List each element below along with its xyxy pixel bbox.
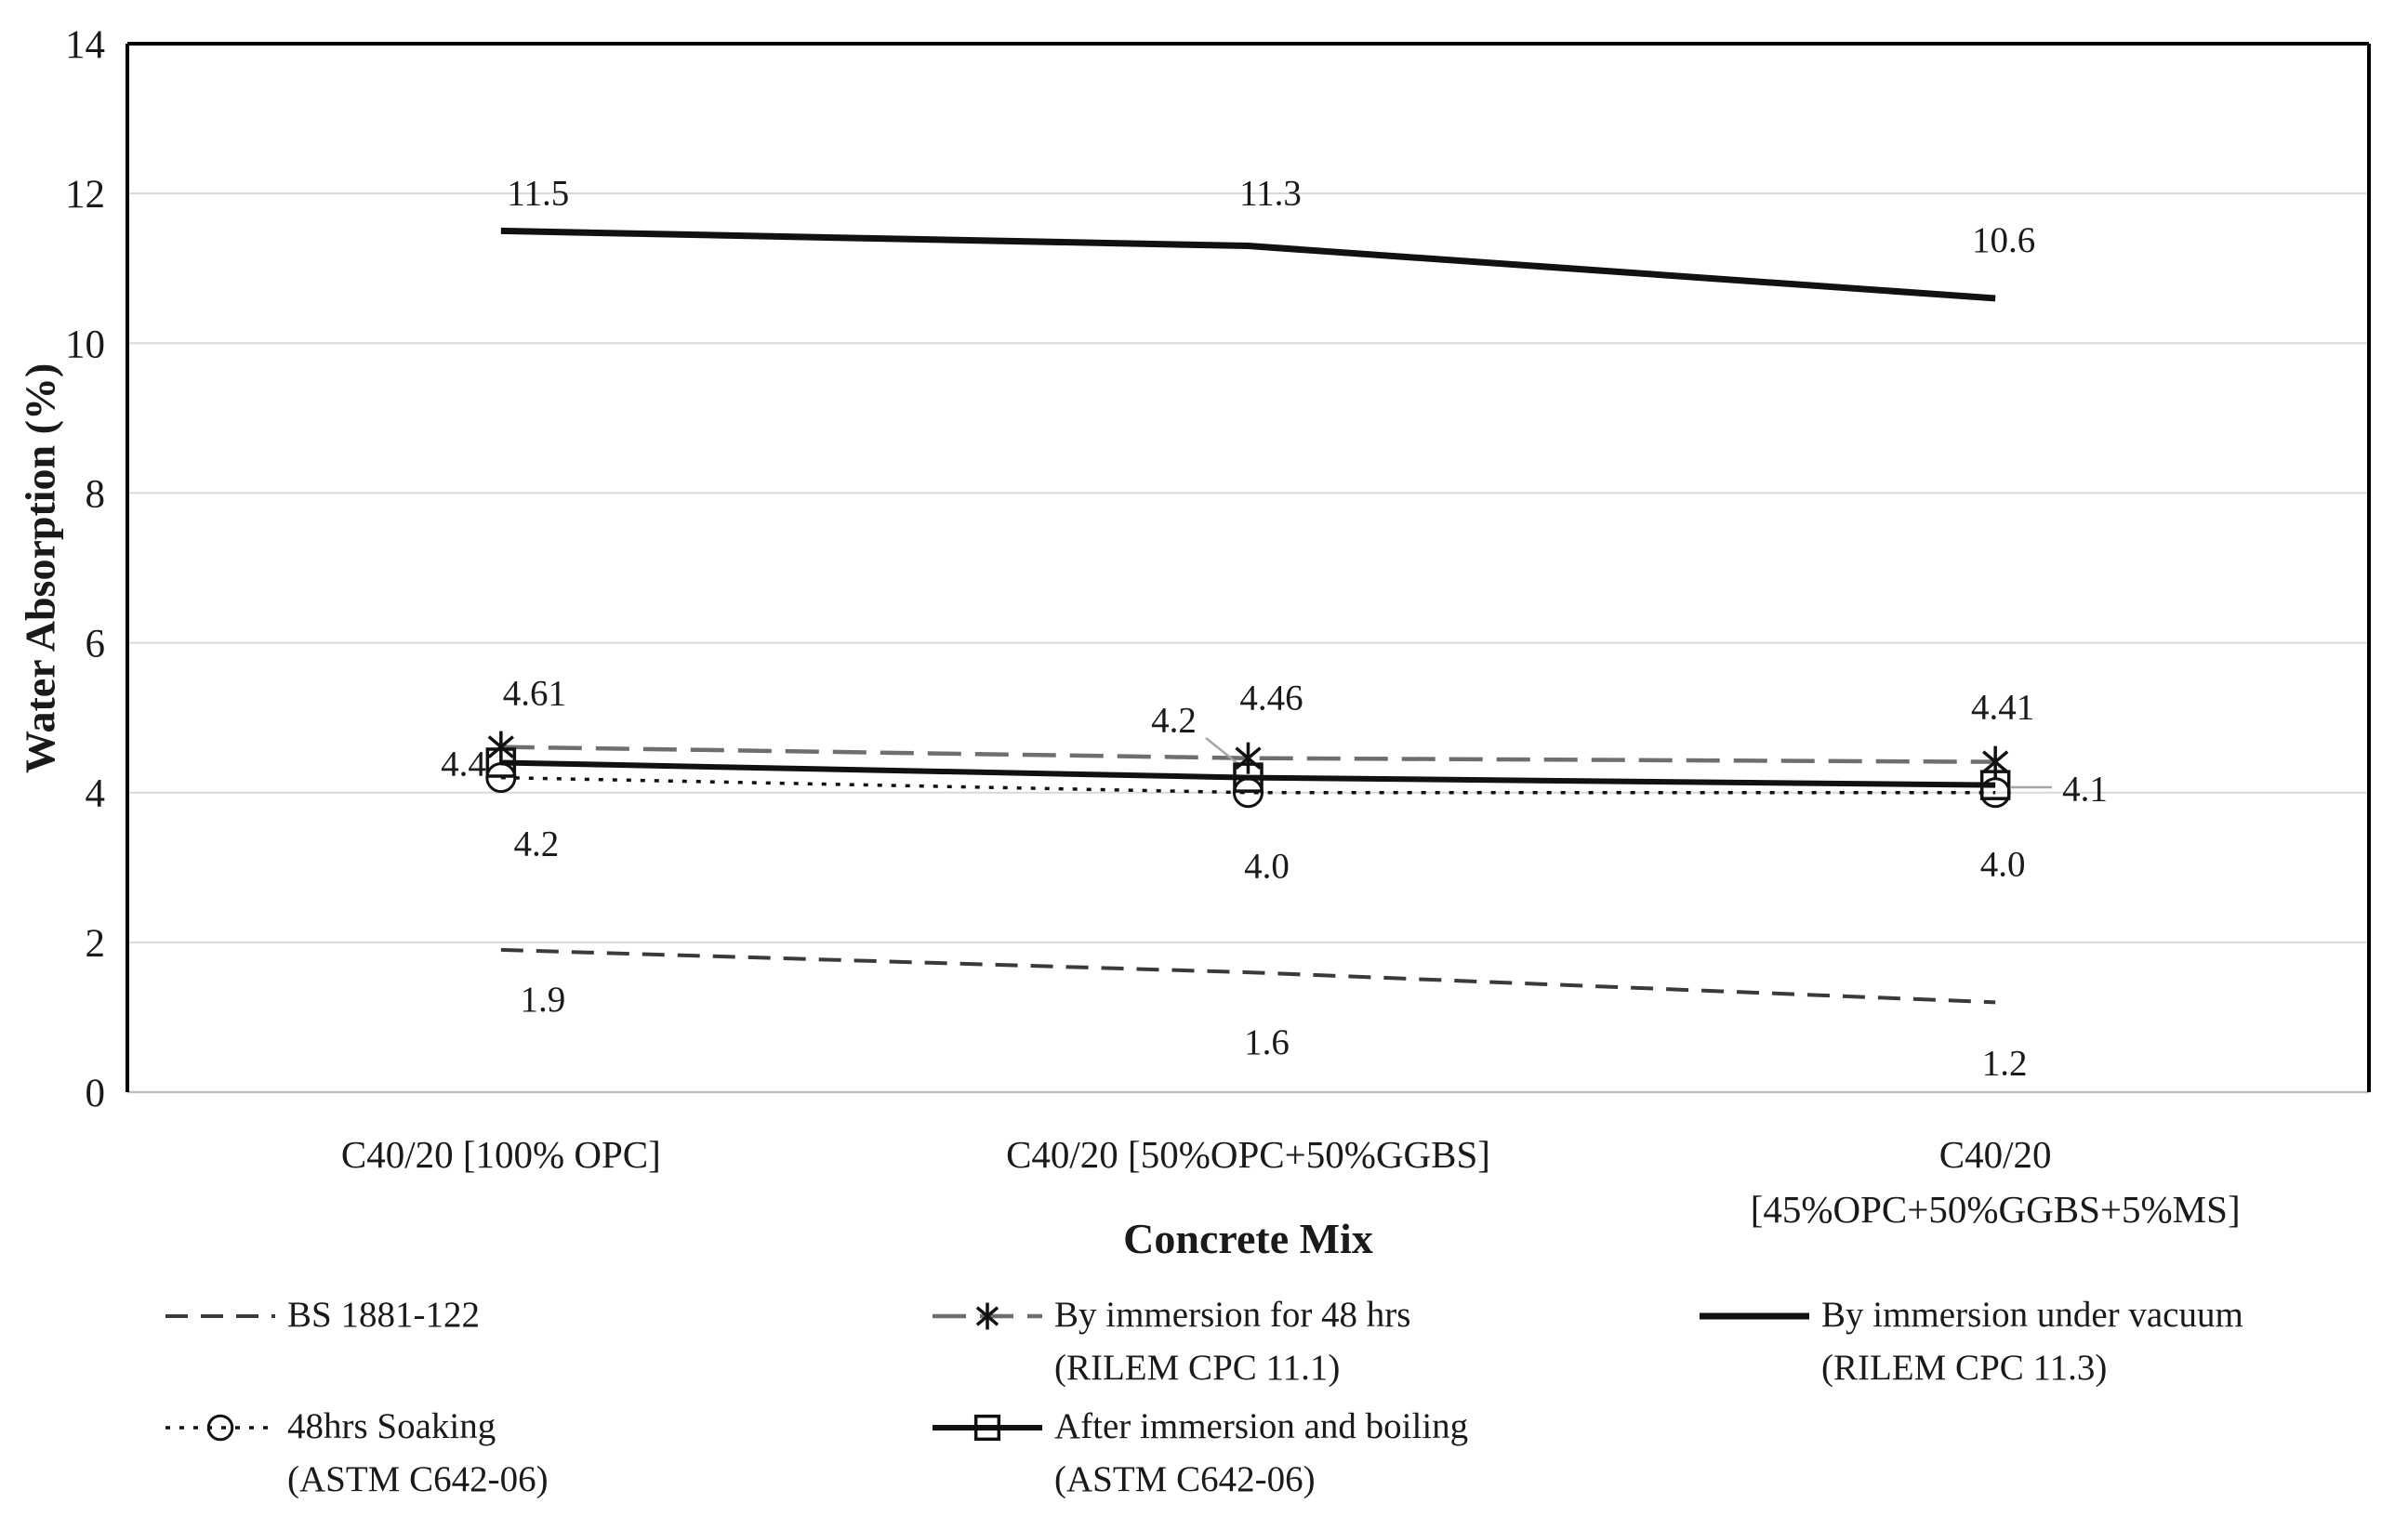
category-label: C40/20 [50%OPC+50%GGBS] (1006, 1133, 1490, 1176)
data-label: 1.2 (1982, 1043, 2028, 1083)
data-label: 1.9 (520, 980, 565, 1020)
asterisk-stroke (1982, 750, 2009, 774)
data-label: 4.1 (2062, 770, 2108, 810)
legend-swatch-solid-thick (1700, 1312, 1809, 1320)
square-marker-icon (1979, 770, 2011, 800)
y-axis-tick-label: 8 (86, 472, 106, 516)
data-label: 4.41 (1971, 688, 2034, 728)
x-axis-title: Concrete Mix (1123, 1215, 1373, 1262)
legend-label-line: (RILEM CPC 11.3) (1821, 1348, 2108, 1388)
data-label: 11.5 (507, 173, 569, 213)
series-line-2 (500, 227, 1996, 302)
y-axis-tick-label: 10 (65, 323, 105, 366)
data-label: 1.6 (1244, 1022, 1290, 1062)
legend-item: 48hrs Soaking (ASTM C642-06) (165, 1400, 549, 1506)
legend-swatch-solid (933, 1414, 1042, 1442)
square-marker-icon (485, 747, 517, 778)
y-axis-tick-label: 6 (86, 623, 106, 666)
data-label: 4.61 (503, 674, 566, 714)
legend-label-line: (ASTM C642-06) (1054, 1459, 1316, 1499)
legend-label-line: By immersion for 48 hrs (1054, 1295, 1411, 1335)
y-axis-tick-label: 0 (86, 1072, 106, 1115)
data-label: 4.0 (1244, 847, 1290, 887)
data-label: 4.0 (1980, 845, 2026, 885)
y-axis-tick-label: 12 (65, 173, 105, 217)
data-label: 4.2 (513, 824, 559, 864)
category-label: [45%OPC+50%GGBS+5%MS] (1751, 1188, 2241, 1231)
y-axis-tick-label: 14 (65, 23, 105, 67)
asterisk-stroke (487, 735, 514, 758)
legend-swatch-dashed (165, 1314, 275, 1318)
data-label: 4.46 (1239, 679, 1303, 718)
data-label: 11.3 (1239, 174, 1302, 214)
series-line-1 (500, 745, 1996, 764)
legend-label-line: (RILEM CPC 11.1) (1054, 1348, 1341, 1388)
legend-label-line: By immersion under vacuum (1821, 1295, 2243, 1335)
y-axis-tick-label: 2 (86, 922, 106, 966)
data-label: 4.4 (441, 744, 486, 784)
legend-label-line: (ASTM C642-06) (287, 1459, 549, 1499)
legend-item: After immersion and boiling (ASTM C642-06… (933, 1400, 1468, 1506)
circle-marker-icon (206, 1414, 234, 1442)
data-label: 4.2 (1151, 701, 1197, 741)
y-axis-tick-label: 4 (86, 772, 106, 816)
category-label: C40/20 (1939, 1133, 2052, 1176)
series-line-0 (500, 947, 1996, 1005)
legend-label-line: After immersion and boiling (1054, 1406, 1469, 1446)
asterisk-stroke (975, 1306, 999, 1326)
series-line-3 (500, 775, 1996, 795)
legend-label-line: 48hrs Soaking (287, 1406, 496, 1446)
legend-item: BS 1881-122 (165, 1288, 480, 1341)
data-label: 10.6 (1972, 220, 2035, 260)
legend-item: By immersion for 48 hrs (RILEM CPC 11.1) (933, 1288, 1410, 1394)
legend-label-line: BS 1881-122 (287, 1295, 480, 1335)
square-marker-icon (973, 1414, 1001, 1442)
legend-swatch-dotted (165, 1414, 275, 1442)
legend-swatch-long-dash (933, 1302, 1042, 1330)
asterisk-marker-icon (975, 1302, 999, 1330)
square-marker-icon (1233, 762, 1264, 793)
legend-item: By immersion under vacuum (RILEM CPC 11.3… (1700, 1288, 2243, 1394)
asterisk-marker-icon (487, 731, 514, 763)
label-leader-line (1205, 737, 1239, 765)
category-label: C40/20 [100% OPC] (341, 1133, 661, 1176)
